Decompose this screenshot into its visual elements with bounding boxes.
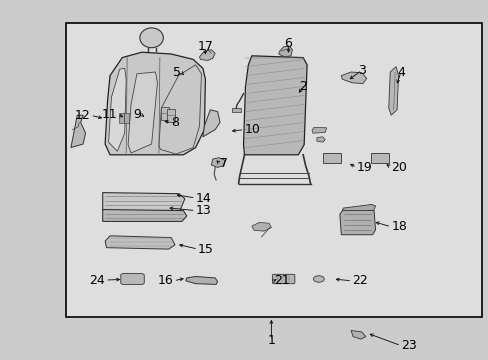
Polygon shape	[105, 236, 175, 249]
Polygon shape	[341, 72, 366, 84]
Text: 13: 13	[195, 204, 211, 217]
Bar	[322, 153, 341, 163]
Polygon shape	[128, 72, 157, 153]
Text: 9: 9	[133, 108, 141, 121]
Text: 19: 19	[356, 161, 372, 174]
Text: 20: 20	[390, 161, 406, 174]
Polygon shape	[199, 50, 215, 60]
Text: 2: 2	[299, 80, 306, 93]
Polygon shape	[388, 67, 398, 115]
Text: 21: 21	[273, 274, 289, 287]
Text: 8: 8	[171, 116, 179, 129]
Bar	[370, 153, 388, 163]
Text: 4: 4	[396, 66, 404, 78]
Polygon shape	[105, 52, 205, 155]
Text: 7: 7	[220, 157, 227, 170]
Text: 16: 16	[158, 274, 173, 287]
Bar	[66, 23, 481, 317]
Polygon shape	[278, 46, 292, 57]
FancyBboxPatch shape	[272, 274, 294, 284]
Bar	[119, 113, 123, 123]
Polygon shape	[159, 65, 201, 154]
Bar	[161, 107, 169, 120]
Ellipse shape	[140, 28, 163, 48]
Polygon shape	[243, 56, 306, 155]
Polygon shape	[203, 110, 220, 137]
Bar	[123, 113, 128, 123]
Ellipse shape	[313, 276, 324, 282]
Polygon shape	[311, 127, 326, 133]
Polygon shape	[350, 330, 365, 339]
Text: 10: 10	[244, 123, 260, 136]
Text: 6: 6	[284, 37, 292, 50]
Text: 23: 23	[400, 339, 416, 352]
Text: 17: 17	[197, 40, 213, 53]
Text: 22: 22	[351, 274, 367, 287]
Polygon shape	[185, 276, 217, 284]
Polygon shape	[108, 68, 126, 151]
Text: 1: 1	[267, 334, 275, 347]
Text: 18: 18	[390, 220, 406, 233]
Polygon shape	[71, 115, 85, 148]
Text: 14: 14	[195, 192, 211, 204]
Text: 11: 11	[102, 108, 117, 121]
Polygon shape	[342, 204, 375, 211]
Bar	[232, 108, 241, 112]
Text: 15: 15	[198, 243, 213, 256]
Bar	[167, 109, 175, 122]
Polygon shape	[316, 137, 325, 142]
Text: 5: 5	[173, 66, 181, 78]
Text: 12: 12	[75, 109, 90, 122]
Text: 24: 24	[89, 274, 105, 287]
FancyBboxPatch shape	[121, 274, 144, 284]
Polygon shape	[339, 210, 375, 235]
Polygon shape	[251, 222, 271, 231]
Polygon shape	[211, 158, 224, 167]
Polygon shape	[102, 210, 186, 221]
Text: 3: 3	[357, 64, 365, 77]
Polygon shape	[102, 193, 184, 211]
